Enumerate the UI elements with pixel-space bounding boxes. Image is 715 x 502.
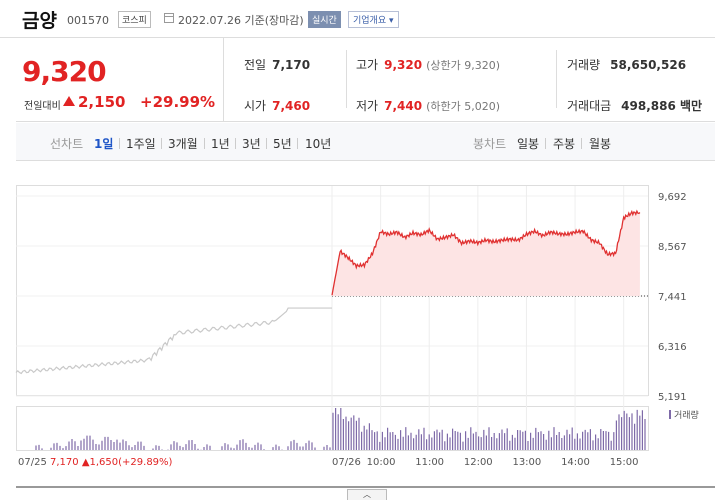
period-10y[interactable]: 10년 xyxy=(305,137,332,151)
company-overview-button[interactable]: 기업개요 ▾ xyxy=(348,11,399,28)
prev-close: 전일 7,170 xyxy=(244,58,311,72)
divider xyxy=(581,138,582,149)
diff-label: 전일대비 xyxy=(24,101,61,112)
x-tick-label: 12:00 xyxy=(464,457,493,468)
trade-amount: 거래대금 498,886 백만 xyxy=(567,99,703,113)
low-price: 저가 7,440 (하한가 5,020) xyxy=(356,99,500,113)
divider xyxy=(346,50,347,108)
price-summary: 9,320 전일대비 2,150 +29.99% 전일 7,170 시가 7,460… xyxy=(16,38,715,122)
diff-value: 2,150 xyxy=(78,93,126,111)
volume-bars xyxy=(35,408,646,450)
current-price: 9,320 xyxy=(22,55,107,88)
market-badge: 코스피 xyxy=(118,11,151,28)
base-date: 2022.07.26 기준(장마감) xyxy=(178,14,304,27)
x-tick-label: 10:00 xyxy=(367,457,396,468)
x-tick-label: 14:00 xyxy=(561,457,590,468)
period-1y[interactable]: 1년 xyxy=(211,137,230,151)
divider xyxy=(556,50,557,108)
x-tick-label: 11:00 xyxy=(415,457,444,468)
current-price-box: 9,320 전일대비 2,150 +29.99% xyxy=(16,38,224,122)
period-5y[interactable]: 5년 xyxy=(273,137,292,151)
y-tick-label: 9,692 xyxy=(658,192,687,203)
volume-legend: 거래량 xyxy=(674,409,699,421)
realtime-button[interactable]: 실시간 xyxy=(308,11,341,28)
line-chart-label: 선차트 xyxy=(50,137,84,151)
x-tick-label: 15:00 xyxy=(610,457,639,468)
divider xyxy=(545,138,546,149)
collapse-handle[interactable]: ︿ xyxy=(347,489,387,500)
price-chart: 9,692 8,567 7,441 6,316 5,191 거래량 07/25 07/26 10… xyxy=(15,185,715,488)
y-tick-label: 5,191 xyxy=(658,392,687,403)
divider xyxy=(266,138,267,149)
today-area xyxy=(332,211,640,297)
divider xyxy=(297,138,298,149)
divider xyxy=(204,138,205,149)
open-price: 시가 7,460 xyxy=(244,99,311,113)
candle-monthly[interactable]: 월봉 xyxy=(589,137,612,151)
calendar-icon xyxy=(164,13,174,23)
stock-header: 금양 001570 코스피 2022.07.26 기준(장마감) 실시간 기업개… xyxy=(0,0,715,38)
candle-daily[interactable]: 일봉 xyxy=(517,137,540,151)
candle-weekly[interactable]: 주봉 xyxy=(553,137,576,151)
y-tick-label: 8,567 xyxy=(658,242,687,253)
period-toolbar: 선차트 1일 1주일 3개월 1년 3년 5년 10년 봉차트 일봉 주봉 월봉 xyxy=(16,123,715,161)
today-line xyxy=(331,209,641,296)
divider xyxy=(161,138,162,149)
y-tick-label: 6,316 xyxy=(658,342,687,353)
x-tick-label: 07/26 xyxy=(332,457,361,468)
candle-chart-label: 봉차트 xyxy=(473,137,507,151)
period-3m[interactable]: 3개월 xyxy=(168,137,198,151)
y-tick-label: 7,441 xyxy=(658,292,687,303)
period-3y[interactable]: 3년 xyxy=(242,137,261,151)
divider xyxy=(235,138,236,149)
high-price: 고가 9,320 (상한가 9,320) xyxy=(356,58,500,72)
stock-name: 금양 xyxy=(22,10,57,32)
volume: 거래량 58,650,526 xyxy=(567,58,687,72)
stock-code: 001570 xyxy=(67,14,109,27)
x-tick-label: 13:00 xyxy=(512,457,541,468)
prev-day-summary: 7,170 ▲1,650(+29.89%) xyxy=(50,457,173,468)
divider xyxy=(119,138,120,149)
period-1d[interactable]: 1일 xyxy=(94,137,114,151)
volume-legend-swatch xyxy=(669,410,671,419)
prev-day-line xyxy=(15,307,332,375)
up-arrow-icon xyxy=(63,96,75,106)
diff-rate: +29.99% xyxy=(140,93,216,111)
period-1w[interactable]: 1주일 xyxy=(126,137,156,151)
x-tick-label: 07/25 xyxy=(18,457,47,468)
